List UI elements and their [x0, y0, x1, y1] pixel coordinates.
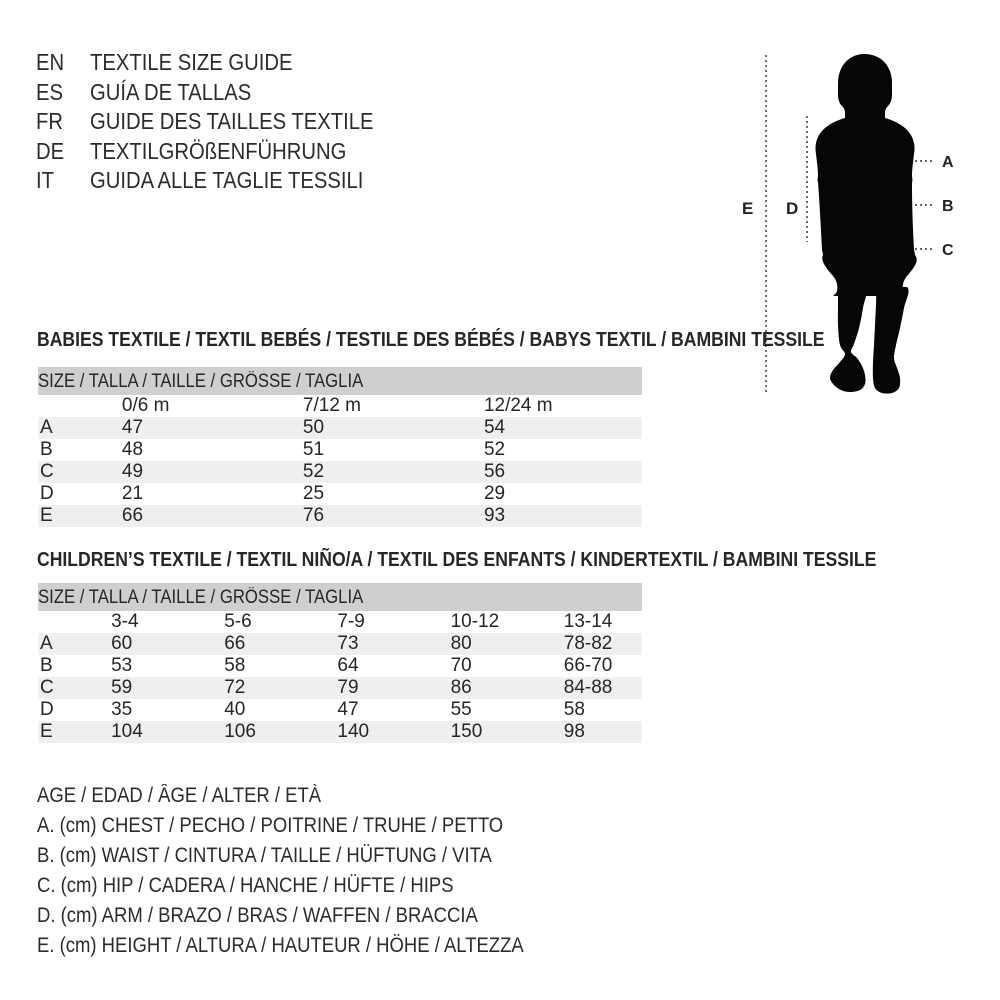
- svg-text:B: B: [942, 198, 954, 215]
- svg-text:E: E: [742, 199, 753, 218]
- svg-text:A: A: [942, 154, 954, 171]
- svg-text:D: D: [786, 199, 798, 218]
- svg-text:C: C: [942, 242, 954, 259]
